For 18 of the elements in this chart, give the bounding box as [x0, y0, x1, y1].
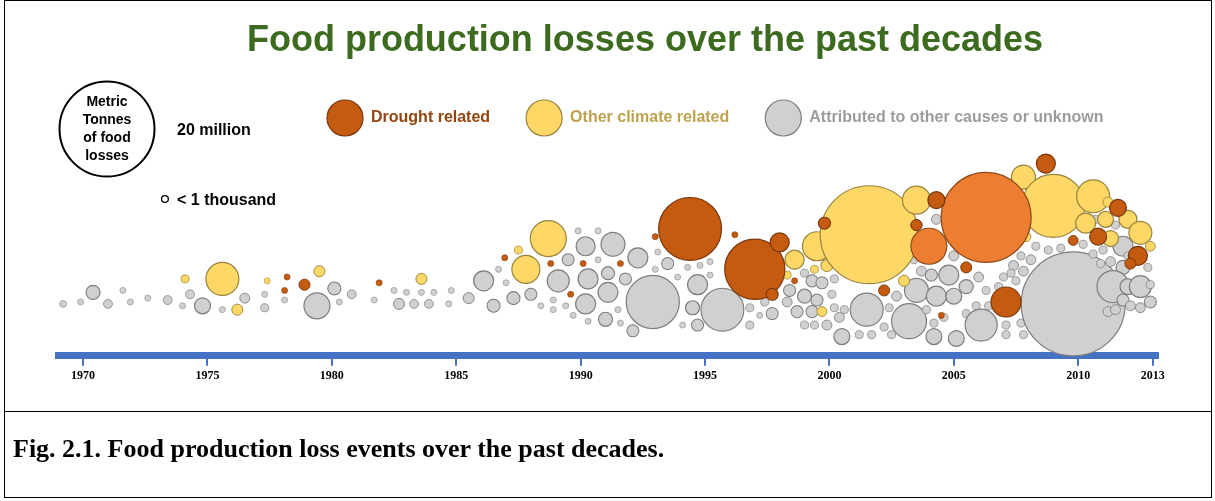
chart-title: Food production losses over the past decades — [246, 17, 1044, 59]
x-tick-label: 1975 — [195, 368, 220, 383]
x-tick-label: 2005 — [941, 368, 966, 383]
x-tick-label: 1970 — [71, 368, 96, 383]
x-tick-label: 2010 — [1066, 368, 1091, 383]
x-tick-label: 1980 — [319, 368, 344, 383]
legend-label: < 1 thousand — [177, 191, 277, 209]
legend-label: 20 million — [177, 121, 251, 139]
x-tick-label: 1995 — [693, 368, 718, 383]
x-tick-label: 2000 — [817, 368, 842, 383]
x-tick-label: 2013 — [1140, 368, 1165, 383]
caption: Fig. 2.1. Food production loss events over the past decades. — [13, 434, 666, 464]
legend-label: Attributed to other causes or unknown — [809, 108, 1104, 126]
legend-title: Metric Tonnes of food losses — [82, 92, 132, 163]
x-tick-label: 1985 — [444, 368, 469, 383]
legend-label: Drought related — [371, 108, 491, 126]
legend-label: Other climate related — [570, 108, 730, 126]
x-tick-label: 1990 — [568, 368, 593, 383]
